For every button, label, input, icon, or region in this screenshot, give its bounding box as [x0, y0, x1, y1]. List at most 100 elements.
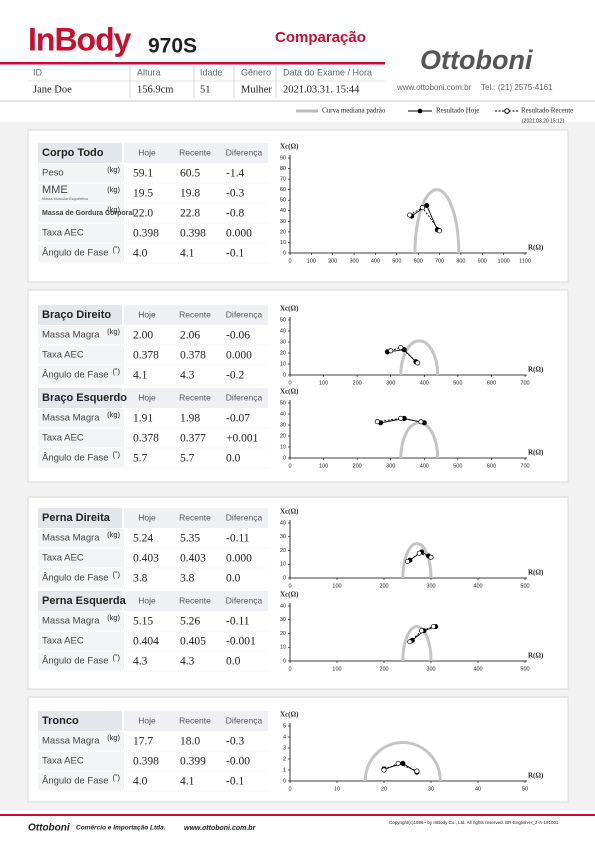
- x-tick-label: 1000: [498, 258, 510, 264]
- x-tick-label: 500: [453, 463, 462, 469]
- recent-point: [381, 767, 387, 773]
- recent-point: [407, 212, 413, 218]
- y-tick-label: 2: [283, 756, 286, 762]
- table-value: 5.7: [180, 453, 195, 465]
- y-tick-label: 3: [283, 745, 286, 751]
- recent-point: [415, 360, 421, 366]
- y-tick-label: 0: [283, 778, 286, 784]
- table-value: 19.8: [180, 188, 200, 200]
- column-header: Recente: [179, 595, 211, 605]
- row-label: Ângulo de Fase: [42, 370, 109, 381]
- x-tick-label: 100: [332, 666, 341, 672]
- x-tick-label: 400: [420, 380, 429, 386]
- table-value: 19.5: [133, 188, 153, 200]
- table-value: +0.001: [226, 433, 259, 445]
- row-unit: (˚): [113, 450, 121, 459]
- y-tick-label: 50: [280, 317, 286, 323]
- table-value: 1.98: [180, 413, 200, 425]
- legend-marker: [504, 108, 510, 114]
- x-tick-label: 400: [371, 258, 380, 264]
- field-value: 2021.03.31. 15:44: [283, 84, 360, 95]
- recent-point: [419, 205, 426, 211]
- column-header: Hoje: [138, 595, 156, 605]
- recent-point: [416, 550, 422, 556]
- y-tick-label: 20: [280, 631, 286, 637]
- table-value: 5.15: [133, 616, 153, 628]
- column-header: Diferença: [226, 392, 263, 402]
- table-value: 0.0: [226, 656, 241, 668]
- row-label: Ângulo de Fase: [42, 453, 109, 464]
- x-tick-label: 500: [392, 258, 401, 264]
- column-header: Diferença: [226, 309, 263, 319]
- x-tick-label: 500: [520, 666, 529, 672]
- y-tick-label: 10: [280, 361, 286, 367]
- x-tick-label: 700: [520, 380, 529, 386]
- table-value: 4.1: [180, 776, 195, 788]
- table-value: 0.398: [133, 756, 159, 768]
- header-rule: [0, 62, 385, 65]
- row-unit: (kg): [107, 410, 120, 419]
- table-value: -0.1: [226, 248, 244, 260]
- y-tick-label: 0: [283, 372, 286, 378]
- row-label: Taxa AEC: [42, 553, 84, 564]
- table-title-cell: [38, 388, 122, 408]
- y-axis-label: Xc(Ω): [280, 388, 299, 396]
- table-value: 4.0: [133, 248, 148, 260]
- table-value: 3.8: [180, 573, 195, 585]
- brand: InBody: [28, 21, 132, 57]
- column-header: Hoje: [138, 309, 156, 319]
- x-tick-label: 300: [426, 583, 435, 589]
- table-header-cell: [124, 305, 268, 325]
- legend-label: Resultado Hoje: [436, 107, 479, 115]
- row-unit: (˚): [113, 773, 121, 782]
- x-tick-label: 300: [386, 380, 395, 386]
- table-header-cell: [124, 388, 268, 408]
- field-label: Gênero: [241, 67, 271, 77]
- table-value: 0.378: [133, 433, 159, 445]
- table-header-cell: [124, 711, 268, 731]
- legend-date: (2021.03.20 15:12): [522, 118, 565, 124]
- recent-point: [374, 419, 380, 425]
- x-tick-label: 1100: [519, 258, 531, 264]
- table-value: 5.35: [180, 533, 200, 545]
- legend-label: Curva mediana padrão: [322, 107, 386, 115]
- row-label-cell: [38, 409, 124, 427]
- recent-point: [388, 348, 394, 354]
- y-axis-label: Xc(Ω): [280, 508, 299, 516]
- field-value: 156.9cm: [137, 84, 173, 95]
- x-axis-label: R(Ω): [528, 449, 544, 457]
- column-header: Recente: [179, 392, 211, 402]
- row-unit: (˚): [113, 245, 121, 254]
- row-label-cell: [38, 652, 124, 670]
- x-tick-label: 200: [379, 583, 388, 589]
- table-value: -0.3: [226, 188, 244, 200]
- field-label: ID: [33, 67, 43, 77]
- row-label-cell: [38, 326, 124, 344]
- recent-point: [395, 760, 401, 766]
- x-tick-label: 100: [332, 583, 341, 589]
- table-value: 4.3: [180, 370, 195, 382]
- today-point: [424, 202, 430, 209]
- y-axis-label: Xc(Ω): [280, 305, 299, 313]
- x-tick-label: 500: [453, 380, 462, 386]
- row-label-cell: [38, 569, 124, 587]
- y-tick-label: 50: [280, 400, 286, 406]
- table-value: 4.1: [180, 248, 195, 260]
- recent-point: [398, 415, 404, 421]
- table-title: Perna Esquerda: [42, 595, 127, 607]
- table-value: -1.4: [226, 168, 244, 180]
- table-value: 2.06: [180, 330, 200, 342]
- table-value: 59.1: [133, 168, 153, 180]
- table-value: 0.399: [180, 756, 206, 768]
- y-tick-label: 20: [280, 350, 286, 356]
- y-tick-label: 10: [280, 562, 286, 568]
- y-axis-label: Xc(Ω): [280, 591, 299, 599]
- y-tick-label: 30: [280, 617, 286, 623]
- row-label-cell: [38, 184, 124, 202]
- row-label: Massa Magra: [42, 330, 100, 341]
- column-header: Hoje: [138, 715, 156, 725]
- y-tick-label: 30: [280, 534, 286, 540]
- x-tick-label: 200: [379, 666, 388, 672]
- recent-point: [404, 558, 411, 565]
- y-tick-label: 10: [280, 444, 286, 450]
